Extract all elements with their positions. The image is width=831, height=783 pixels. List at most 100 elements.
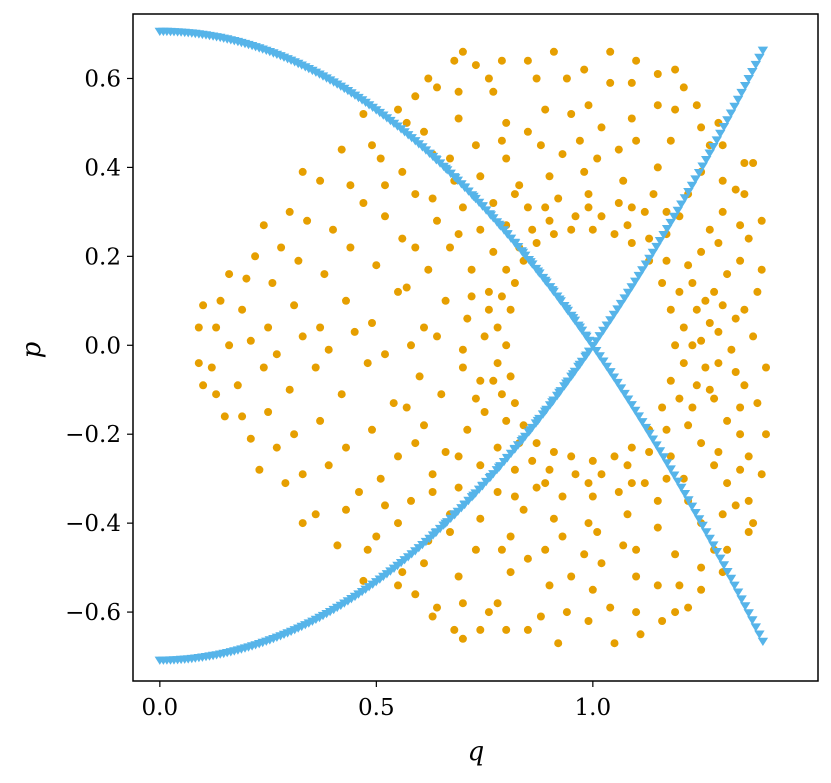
scatter-point [675, 287, 684, 296]
scatter-point [614, 145, 623, 154]
boundary-marker [574, 323, 585, 332]
scatter-point [584, 190, 593, 199]
scatter-point [549, 47, 558, 56]
scatter-point [658, 617, 667, 625]
scatter-point [684, 603, 693, 612]
scatter-point [355, 488, 363, 496]
boundary-marker [567, 314, 579, 323]
scatter-point [697, 563, 706, 572]
scatter-point [506, 568, 515, 577]
scatter-point [264, 408, 273, 416]
boundary-marker [644, 254, 655, 263]
boundary-marker [619, 294, 630, 303]
scatter-point [411, 439, 420, 448]
scatter-point [242, 274, 251, 283]
scatter-point [744, 452, 753, 461]
scatter-point [502, 265, 511, 274]
scatter-point [532, 239, 541, 247]
scatter-point [653, 496, 662, 505]
scatter-point [420, 559, 428, 568]
boundary-marker [757, 637, 769, 646]
scatter-point [541, 105, 550, 114]
scatter-point [523, 203, 532, 212]
boundary-marker [626, 401, 637, 410]
scatter-point [679, 323, 688, 332]
scatter-point [662, 207, 671, 216]
boundary-marker [661, 225, 673, 234]
scatter-point [484, 305, 493, 314]
scatter-point [194, 359, 203, 368]
scatter-point [381, 350, 389, 359]
scatter-point [679, 83, 688, 92]
scatter-point [420, 127, 428, 136]
boundary-marker [509, 239, 521, 248]
scatter-point [342, 296, 350, 305]
scatter-point [497, 136, 506, 145]
plot-background [133, 14, 818, 681]
boundary-marker [630, 277, 641, 286]
scatter-point [476, 625, 485, 634]
scatter-point [489, 87, 498, 96]
boundary-marker [468, 192, 479, 202]
boundary-marker [647, 435, 659, 444]
scatter-point [736, 256, 745, 265]
scatter-point [502, 625, 511, 634]
scatter-point [697, 585, 706, 594]
scatter-point [684, 421, 693, 430]
scatter-point [433, 603, 441, 612]
scatter-point [580, 550, 589, 559]
boundary-marker [608, 373, 620, 382]
boundary-marker [637, 266, 648, 275]
scatter-point [368, 141, 376, 150]
x-axis-ticks: 0.0 0.5 1.0 [142, 681, 611, 721]
boundary-marker [477, 482, 488, 491]
boundary-marker [615, 299, 627, 309]
scatter-point [433, 83, 441, 92]
scatter-point [467, 292, 476, 301]
boundary-marker [594, 332, 605, 341]
boundary-marker [679, 490, 691, 499]
boundary-marker [608, 310, 620, 320]
scatter-point [394, 581, 402, 590]
scatter-point [450, 625, 459, 634]
y-tick-label: 0.6 [84, 66, 121, 92]
scatter-point [238, 412, 247, 421]
scatter-point [731, 314, 740, 323]
scatter-point [736, 221, 745, 230]
boundary-marker [612, 378, 623, 388]
scatter-point [433, 332, 441, 341]
scatter-point [454, 230, 463, 239]
boundary-marker [532, 416, 544, 426]
scatter-point [294, 256, 303, 265]
scatter-point [575, 136, 584, 145]
scatter-point [567, 572, 576, 581]
boundary-marker [619, 389, 630, 399]
scatter-point [212, 390, 221, 399]
scatter-point [757, 470, 766, 479]
scatter-point [458, 634, 467, 643]
scatter-point [714, 239, 723, 247]
scatter-point [627, 114, 636, 123]
scatter-point [402, 403, 411, 412]
scatter-point [502, 118, 511, 127]
scatter-point [458, 363, 467, 372]
boundary-marker [591, 337, 602, 346]
scatter-point [688, 341, 697, 350]
scatter-point [420, 421, 428, 430]
scatter-point [554, 639, 563, 648]
scatter-point [493, 488, 502, 496]
scatter-point [710, 287, 719, 296]
scatter-point [454, 452, 463, 461]
boundary-marker [485, 211, 496, 220]
scatter-point [658, 403, 667, 412]
boundary-marker [440, 519, 451, 528]
boundary-marker [459, 500, 470, 510]
scatter-point [675, 581, 684, 590]
scatter-point [268, 279, 277, 287]
scatter-point [394, 105, 402, 114]
y-tick-label: 0.0 [84, 333, 121, 359]
scatter-point [216, 296, 225, 305]
scatter-point [463, 314, 472, 323]
scatter-point [597, 470, 606, 479]
boundary-marker [736, 595, 747, 604]
